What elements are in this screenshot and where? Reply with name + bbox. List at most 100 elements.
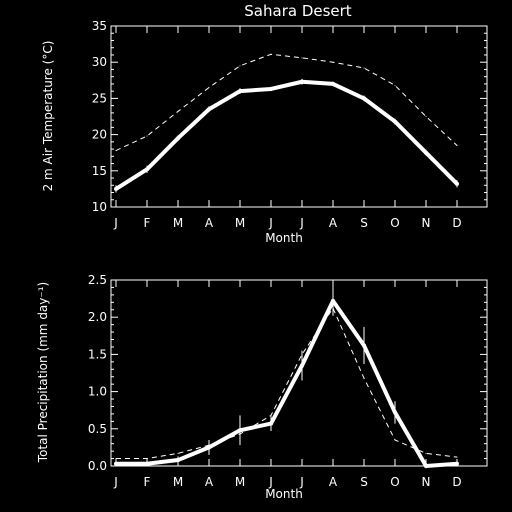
data-point bbox=[394, 439, 396, 441]
solid-series-line bbox=[116, 298, 458, 468]
precipitation-y-ticks: 0.0 0.5 1.0 1.5 2.0 2.5 bbox=[88, 273, 487, 473]
x-tick-label: A bbox=[205, 216, 214, 230]
data-point bbox=[145, 461, 149, 466]
data-point bbox=[239, 65, 241, 67]
data-point bbox=[424, 464, 428, 468]
data-point bbox=[362, 96, 366, 101]
precipitation-y-axis-label: Total Precipitation (mm day⁻¹) bbox=[36, 282, 50, 463]
data-point bbox=[208, 444, 210, 446]
x-tick-label: M bbox=[173, 216, 183, 230]
data-point bbox=[146, 458, 148, 460]
y-tick-label: 10 bbox=[92, 200, 107, 214]
data-point bbox=[208, 87, 210, 89]
data-point bbox=[238, 89, 242, 94]
x-tick-label: J bbox=[268, 216, 273, 230]
data-point bbox=[115, 150, 117, 152]
temperature-x-axis-label: Month bbox=[265, 231, 303, 245]
precipitation-series bbox=[114, 285, 459, 469]
data-point bbox=[146, 135, 148, 137]
data-point bbox=[425, 116, 427, 117]
x-tick-label: J bbox=[113, 216, 118, 230]
data-point bbox=[114, 186, 118, 191]
y-tick-label: 1.0 bbox=[88, 385, 107, 399]
y-tick-label: 30 bbox=[92, 55, 107, 69]
x-tick-label: J bbox=[299, 216, 304, 230]
x-tick-label: M bbox=[235, 216, 245, 230]
x-tick-label: M bbox=[173, 475, 183, 489]
x-tick-label: F bbox=[144, 216, 151, 230]
data-point bbox=[393, 119, 397, 124]
y-tick-label: 0.0 bbox=[88, 459, 107, 473]
x-tick-label: N bbox=[422, 216, 431, 230]
x-tick-label: F bbox=[144, 475, 151, 489]
data-point bbox=[301, 57, 303, 59]
data-point bbox=[455, 181, 459, 186]
data-point bbox=[394, 84, 396, 86]
precipitation-panel: 0.0 0.5 1.0 1.5 2.0 2.5 J F M A M J J A S O N D Month To… bbox=[36, 273, 488, 501]
data-point bbox=[177, 110, 179, 112]
x-tick-label: O bbox=[390, 475, 399, 489]
data-point bbox=[207, 107, 211, 112]
x-tick-label: J bbox=[113, 475, 118, 489]
data-point bbox=[455, 461, 459, 466]
data-point bbox=[331, 298, 335, 303]
x-tick-label: S bbox=[360, 475, 368, 489]
x-tick-label: A bbox=[329, 216, 338, 230]
data-point bbox=[114, 461, 118, 466]
data-point bbox=[332, 61, 334, 63]
temperature-y-ticks: 10 15 20 25 30 35 bbox=[92, 19, 487, 214]
x-tick-label: A bbox=[329, 475, 338, 489]
temperature-plot-frame bbox=[110, 25, 488, 208]
precipitation-x-axis-label: Month bbox=[265, 487, 303, 501]
y-tick-label: 20 bbox=[92, 128, 107, 142]
data-point bbox=[176, 458, 180, 463]
data-point bbox=[362, 343, 366, 348]
x-tick-label: A bbox=[205, 475, 214, 489]
y-tick-label: 2.0 bbox=[88, 310, 107, 324]
data-point bbox=[363, 377, 365, 379]
dashed-series-line bbox=[115, 53, 458, 151]
temperature-y-axis-label: 2 m Air Temperature (°C) bbox=[41, 41, 55, 192]
temperature-series bbox=[114, 53, 459, 193]
x-tick-label: J bbox=[299, 475, 304, 489]
data-point bbox=[393, 410, 397, 415]
y-tick-label: 25 bbox=[92, 91, 107, 105]
x-tick-label: N bbox=[422, 475, 431, 489]
precipitation-plot-frame bbox=[110, 279, 488, 467]
y-tick-label: 1.5 bbox=[88, 347, 107, 361]
data-point bbox=[331, 81, 335, 86]
data-point bbox=[300, 79, 304, 84]
data-point bbox=[176, 136, 180, 141]
data-point bbox=[425, 452, 427, 454]
solid-series-line bbox=[114, 79, 459, 191]
data-point bbox=[269, 86, 273, 91]
data-point bbox=[332, 307, 334, 309]
data-point bbox=[269, 421, 273, 426]
y-tick-label: 2.5 bbox=[88, 273, 107, 287]
data-point bbox=[239, 433, 241, 435]
x-tick-label: D bbox=[452, 475, 461, 489]
x-tick-label: O bbox=[390, 216, 399, 230]
y-tick-label: 15 bbox=[92, 164, 107, 178]
data-point bbox=[300, 363, 304, 368]
x-tick-label: D bbox=[452, 216, 461, 230]
y-tick-label: 0.5 bbox=[88, 422, 107, 436]
data-point bbox=[238, 428, 242, 433]
data-point bbox=[456, 456, 458, 458]
data-point bbox=[270, 414, 272, 416]
data-point bbox=[363, 67, 365, 69]
data-point bbox=[177, 452, 179, 454]
data-point bbox=[301, 353, 303, 355]
chart-title: Sahara Desert bbox=[244, 2, 352, 20]
x-tick-label: J bbox=[268, 475, 273, 489]
data-point bbox=[270, 53, 272, 55]
data-point bbox=[145, 167, 149, 172]
data-point bbox=[424, 150, 428, 155]
dashed-series-line bbox=[116, 307, 458, 460]
y-tick-label: 35 bbox=[92, 19, 107, 33]
